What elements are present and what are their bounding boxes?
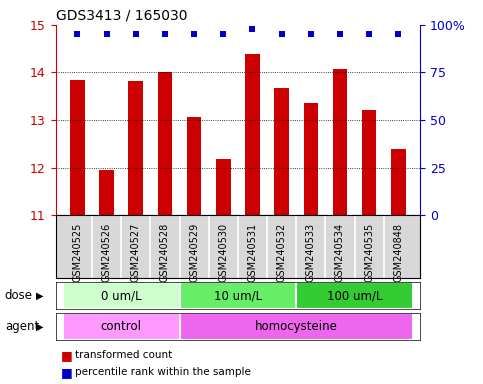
Text: GSM240848: GSM240848 [393,223,403,281]
Text: GSM240535: GSM240535 [364,223,374,282]
Text: GSM240531: GSM240531 [247,223,257,282]
Bar [180,282,296,309]
Bar [303,103,318,215]
Bar [99,170,114,215]
Bar [245,55,260,215]
Text: homocysteine: homocysteine [255,320,338,333]
Bar [296,282,413,309]
Text: ■: ■ [60,366,72,379]
Text: GSM240529: GSM240529 [189,223,199,282]
Text: dose: dose [5,289,33,302]
Text: GSM240528: GSM240528 [160,223,170,282]
Bar [333,69,347,215]
Bar [128,81,143,215]
Text: GSM240534: GSM240534 [335,223,345,282]
Bar [157,71,172,215]
Text: GSM240525: GSM240525 [72,223,83,282]
Text: percentile rank within the sample: percentile rank within the sample [75,367,251,377]
Bar [274,88,289,215]
Text: 0 um/L: 0 um/L [101,289,142,302]
Text: GSM240526: GSM240526 [101,223,112,282]
Bar [187,117,201,215]
Bar [63,313,180,340]
Text: GDS3413 / 165030: GDS3413 / 165030 [56,8,187,22]
Text: ■: ■ [60,349,72,362]
Text: GSM240532: GSM240532 [277,223,286,282]
Bar [63,282,180,309]
Text: ▶: ▶ [36,291,44,301]
Text: GSM240533: GSM240533 [306,223,316,282]
Bar [362,109,376,215]
Text: control: control [100,320,142,333]
Bar [391,149,406,215]
Text: agent: agent [5,320,39,333]
Text: 10 um/L: 10 um/L [214,289,262,302]
Text: 100 um/L: 100 um/L [327,289,383,302]
Bar [70,79,85,215]
Bar [216,159,230,215]
Text: transformed count: transformed count [75,350,172,360]
Text: ▶: ▶ [36,321,44,331]
Bar [180,313,413,340]
Text: GSM240530: GSM240530 [218,223,228,282]
Text: GSM240527: GSM240527 [131,223,141,282]
